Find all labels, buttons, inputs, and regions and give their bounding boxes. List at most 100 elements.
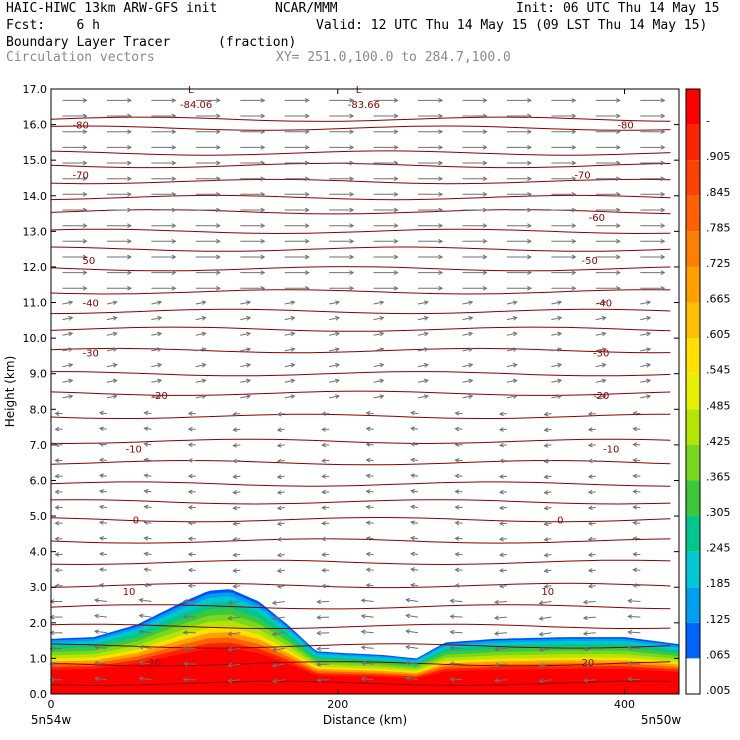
field-units: (fraction) [218,35,297,50]
vector-arrow [455,522,463,524]
isotherm-label: 50 [83,256,96,267]
vector-arrowhead [349,160,355,166]
vector-arrow [144,506,152,508]
vector-arrow [411,521,419,524]
isotherm-label: 0 [133,516,139,527]
vector-arrowhead [98,583,104,588]
vector-arrow [544,444,552,447]
y-tick-label: 15.0 [23,154,48,167]
vector-arrowhead [82,144,88,150]
isotherm-label: -80 [617,121,633,132]
vector-arrowhead [157,315,163,321]
vector-arrow [450,600,463,602]
vector-arrowhead [512,331,518,337]
vector-arrowhead [482,129,488,135]
isotherm-label: -20 [151,391,167,402]
isotherm-label: -70 [574,170,590,181]
colorbar-label: .425 [706,435,731,448]
vector-arrowhead [660,98,666,103]
vector-arrow [144,474,152,477]
vector-arrow [139,599,152,602]
vector-arrowhead [660,254,666,260]
vector-arrowhead [232,411,238,417]
vector-arrowhead [304,191,310,197]
vector-arrowhead [498,489,504,495]
vector-arrowhead [290,331,296,337]
vector-arrow [62,379,73,383]
vector-arrow [277,491,285,494]
vector-arrowhead [290,362,296,368]
isotherm-label: -50 [582,256,598,267]
isotherm-line [50,150,671,156]
vector-arrowhead [365,410,371,416]
vector-arrow [551,364,562,368]
vector-arrowhead [68,394,74,399]
colorbar-swatch [686,338,700,374]
vector-arrow [366,522,374,524]
vector-arrowhead [482,144,488,150]
vector-arrow [94,615,107,618]
vector-arrow [539,601,552,604]
vector-arrowhead [316,646,322,652]
y-tick-label: 16.0 [23,119,48,132]
vector-arrow [94,677,107,681]
vector-arrow [588,444,596,446]
vector-arrowhead [127,238,132,244]
vector-arrow [494,632,507,635]
vector-arrowhead [616,270,621,276]
vector-arrowhead [232,427,238,432]
vector-arrowhead [187,473,193,479]
vector-arrowhead [182,614,188,620]
vector-arrowhead [482,113,488,119]
vector-arrowhead [582,615,588,621]
vector-arrow [462,332,473,336]
vector-arrowhead [68,362,74,368]
vector-arrowhead [93,629,99,635]
vector-arrow [544,554,552,556]
colorbar-swatch [686,622,700,659]
vector-arrowhead [582,631,588,636]
isotherm-line [50,308,671,315]
vector-arrowhead [660,223,666,229]
colorbar-swatch [686,409,700,445]
vector-arrow [144,584,152,587]
vector-arrowhead [227,615,233,621]
vector-arrowhead [82,176,88,182]
vector-arrowhead [93,613,99,619]
isotherm-line [50,289,671,295]
vector-arrowhead [557,394,563,399]
vector-arrow [106,348,117,352]
vector-arrowhead [157,378,163,384]
vector-arrowhead [98,410,104,416]
vector-arrow [506,379,517,383]
vector-arrow [494,663,507,666]
vector-arrow [317,632,330,634]
vector-arrowhead [646,347,652,352]
vector-arrowhead [616,98,621,103]
vector-arrowhead [157,347,163,352]
vector-arrow [588,460,596,462]
vector-arrowhead [512,300,518,305]
vector-arrowhead [438,207,444,213]
vector-arrow [144,553,152,555]
vector-arrow [418,332,428,336]
vector-arrowhead [454,551,460,557]
vector-arrow [506,348,517,352]
vector-arrow [106,395,117,399]
vector-arrowhead [216,207,221,213]
vector-arrowhead [143,582,149,588]
vector-arrow [272,663,285,667]
colorbar-swatch [686,516,700,552]
vector-arrowhead [316,615,322,620]
colorbar-label: .125 [706,613,731,626]
vector-arrowhead [360,629,366,635]
vector-arrowhead [543,411,549,417]
vector-arrowhead [304,238,310,244]
vector-arrowhead [646,300,652,305]
vector-arrow [277,585,285,588]
vector-arrow [99,521,107,524]
vector-arrow [233,460,241,462]
vector-arrowhead [468,331,474,337]
isotherm-line [50,623,671,629]
